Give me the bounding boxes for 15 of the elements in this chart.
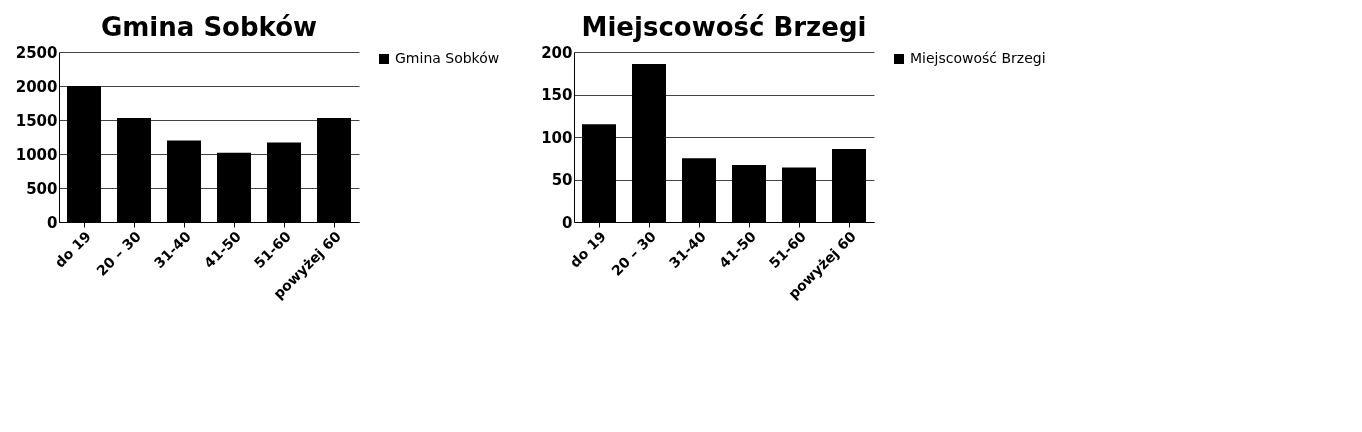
legend-label: Gmina Sobków: [395, 50, 500, 66]
y-tick-label: 2500: [15, 43, 58, 62]
x-tick-label: 20 – 30: [93, 227, 145, 279]
y-tick-label: 150: [541, 86, 573, 104]
chart-title: Gmina Sobków: [100, 12, 318, 42]
y-tick-label: 500: [26, 179, 58, 198]
y-tick-label: 50: [551, 171, 573, 189]
y-tick-label: 1000: [15, 145, 58, 164]
y-tick-label: 100: [541, 128, 573, 147]
y-tick-label: 2000: [15, 77, 58, 96]
chart-title: Miejscowość Brzegi: [581, 12, 867, 42]
x-tick-label: 20 – 30: [608, 227, 660, 279]
y-tick-label: 1500: [15, 111, 58, 130]
legend-label: Miejscowość Brzegi: [910, 50, 1046, 66]
y-tick-label: 200: [541, 43, 573, 62]
